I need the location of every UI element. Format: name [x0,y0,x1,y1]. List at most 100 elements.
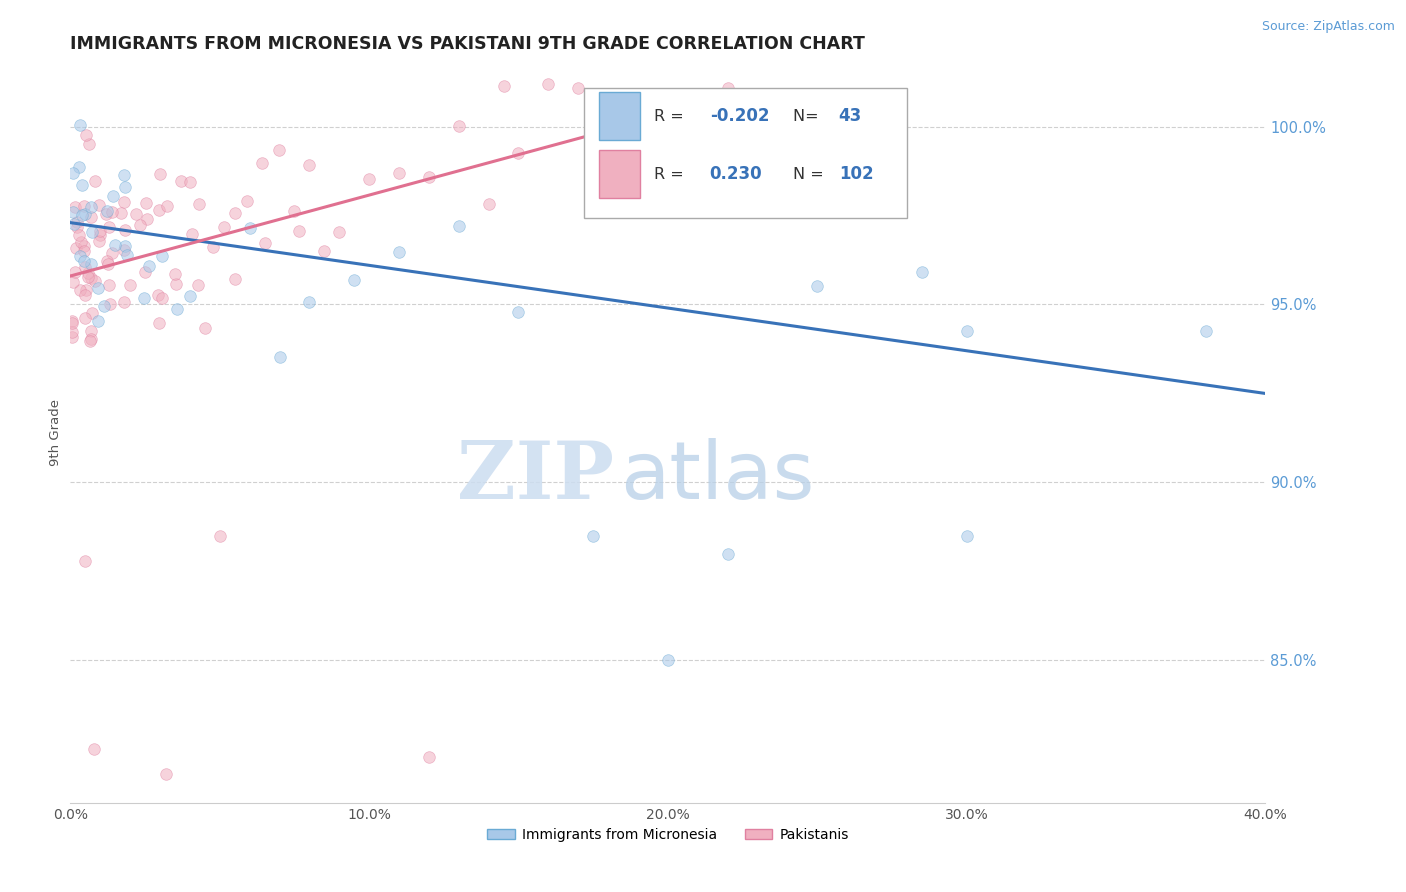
Point [269,350,291,364]
Point [298,158,321,172]
Point [165,277,187,292]
Point [132,291,155,305]
Point [114,179,136,194]
Point [314,244,336,258]
Point [82,306,104,320]
Point [508,145,530,160]
Point [77,266,100,280]
Point [79,334,101,348]
Point [69,249,91,263]
Point [657,162,679,177]
Text: -0.202: -0.202 [710,107,769,125]
Point [956,529,979,543]
Point [110,206,132,220]
Bar [599,92,640,140]
Point [112,194,135,209]
Point [67,227,90,242]
Point [150,249,173,263]
Point [567,80,589,95]
Point [67,161,90,175]
Text: R =: R = [654,167,693,182]
Legend: Immigrants from Micronesia, Pakistanis: Immigrants from Micronesia, Pakistanis [481,822,855,847]
Point [129,219,152,233]
Point [84,174,107,188]
Point [87,281,110,295]
Point [343,273,366,287]
Point [96,207,118,221]
Point [717,80,740,95]
Point [89,198,111,212]
Point [418,749,440,764]
Point [156,199,179,213]
Point [76,270,98,285]
Point [911,265,934,279]
Point [98,296,121,310]
Point [101,246,124,260]
Point [187,278,209,293]
Point [124,207,146,221]
Point [60,317,83,331]
Point [60,329,83,343]
Point [269,143,291,157]
Point [73,244,96,259]
Point [150,292,173,306]
Point [224,206,246,220]
Text: 43: 43 [839,107,862,125]
Point [70,235,93,250]
Point [136,212,159,227]
Point [63,200,86,214]
Point [69,283,91,297]
Text: R =: R = [654,109,689,124]
Point [328,226,350,240]
Point [80,324,103,338]
Point [104,238,127,252]
Point [239,221,262,235]
Point [83,274,105,288]
Point [80,210,103,224]
Point [641,101,664,115]
Point [97,277,120,292]
Point [79,271,101,285]
Point [75,283,97,297]
Point [253,236,276,251]
Text: 102: 102 [839,165,873,184]
Point [72,178,94,192]
Point [73,207,96,221]
Point [73,199,96,213]
Point [166,301,188,316]
Point [149,167,172,181]
Point [146,288,169,302]
Point [508,305,530,319]
Text: IMMIGRANTS FROM MICRONESIA VS PAKISTANI 9TH GRADE CORRELATION CHART: IMMIGRANTS FROM MICRONESIA VS PAKISTANI … [70,35,865,53]
Text: atlas: atlas [620,438,814,516]
Point [60,325,83,339]
Point [298,294,321,309]
Point [627,115,650,129]
Point [75,311,97,326]
Point [62,166,84,180]
Point [388,244,411,259]
Point [83,742,105,756]
Point [179,289,201,303]
Point [187,197,209,211]
Point [97,257,120,271]
Point [537,77,560,91]
Point [80,225,103,239]
Point [65,215,87,229]
Point [956,325,979,339]
Point [80,332,103,346]
Point [135,196,157,211]
Point [103,189,125,203]
Point [224,272,246,286]
Point [72,253,94,268]
Point [447,219,470,233]
Point [89,224,111,238]
Point [657,653,679,667]
Point [194,321,217,335]
Point [75,554,97,568]
Point [134,265,156,279]
Point [112,294,135,309]
Text: N =: N = [793,167,830,182]
Point [283,203,305,218]
Point [359,172,381,186]
